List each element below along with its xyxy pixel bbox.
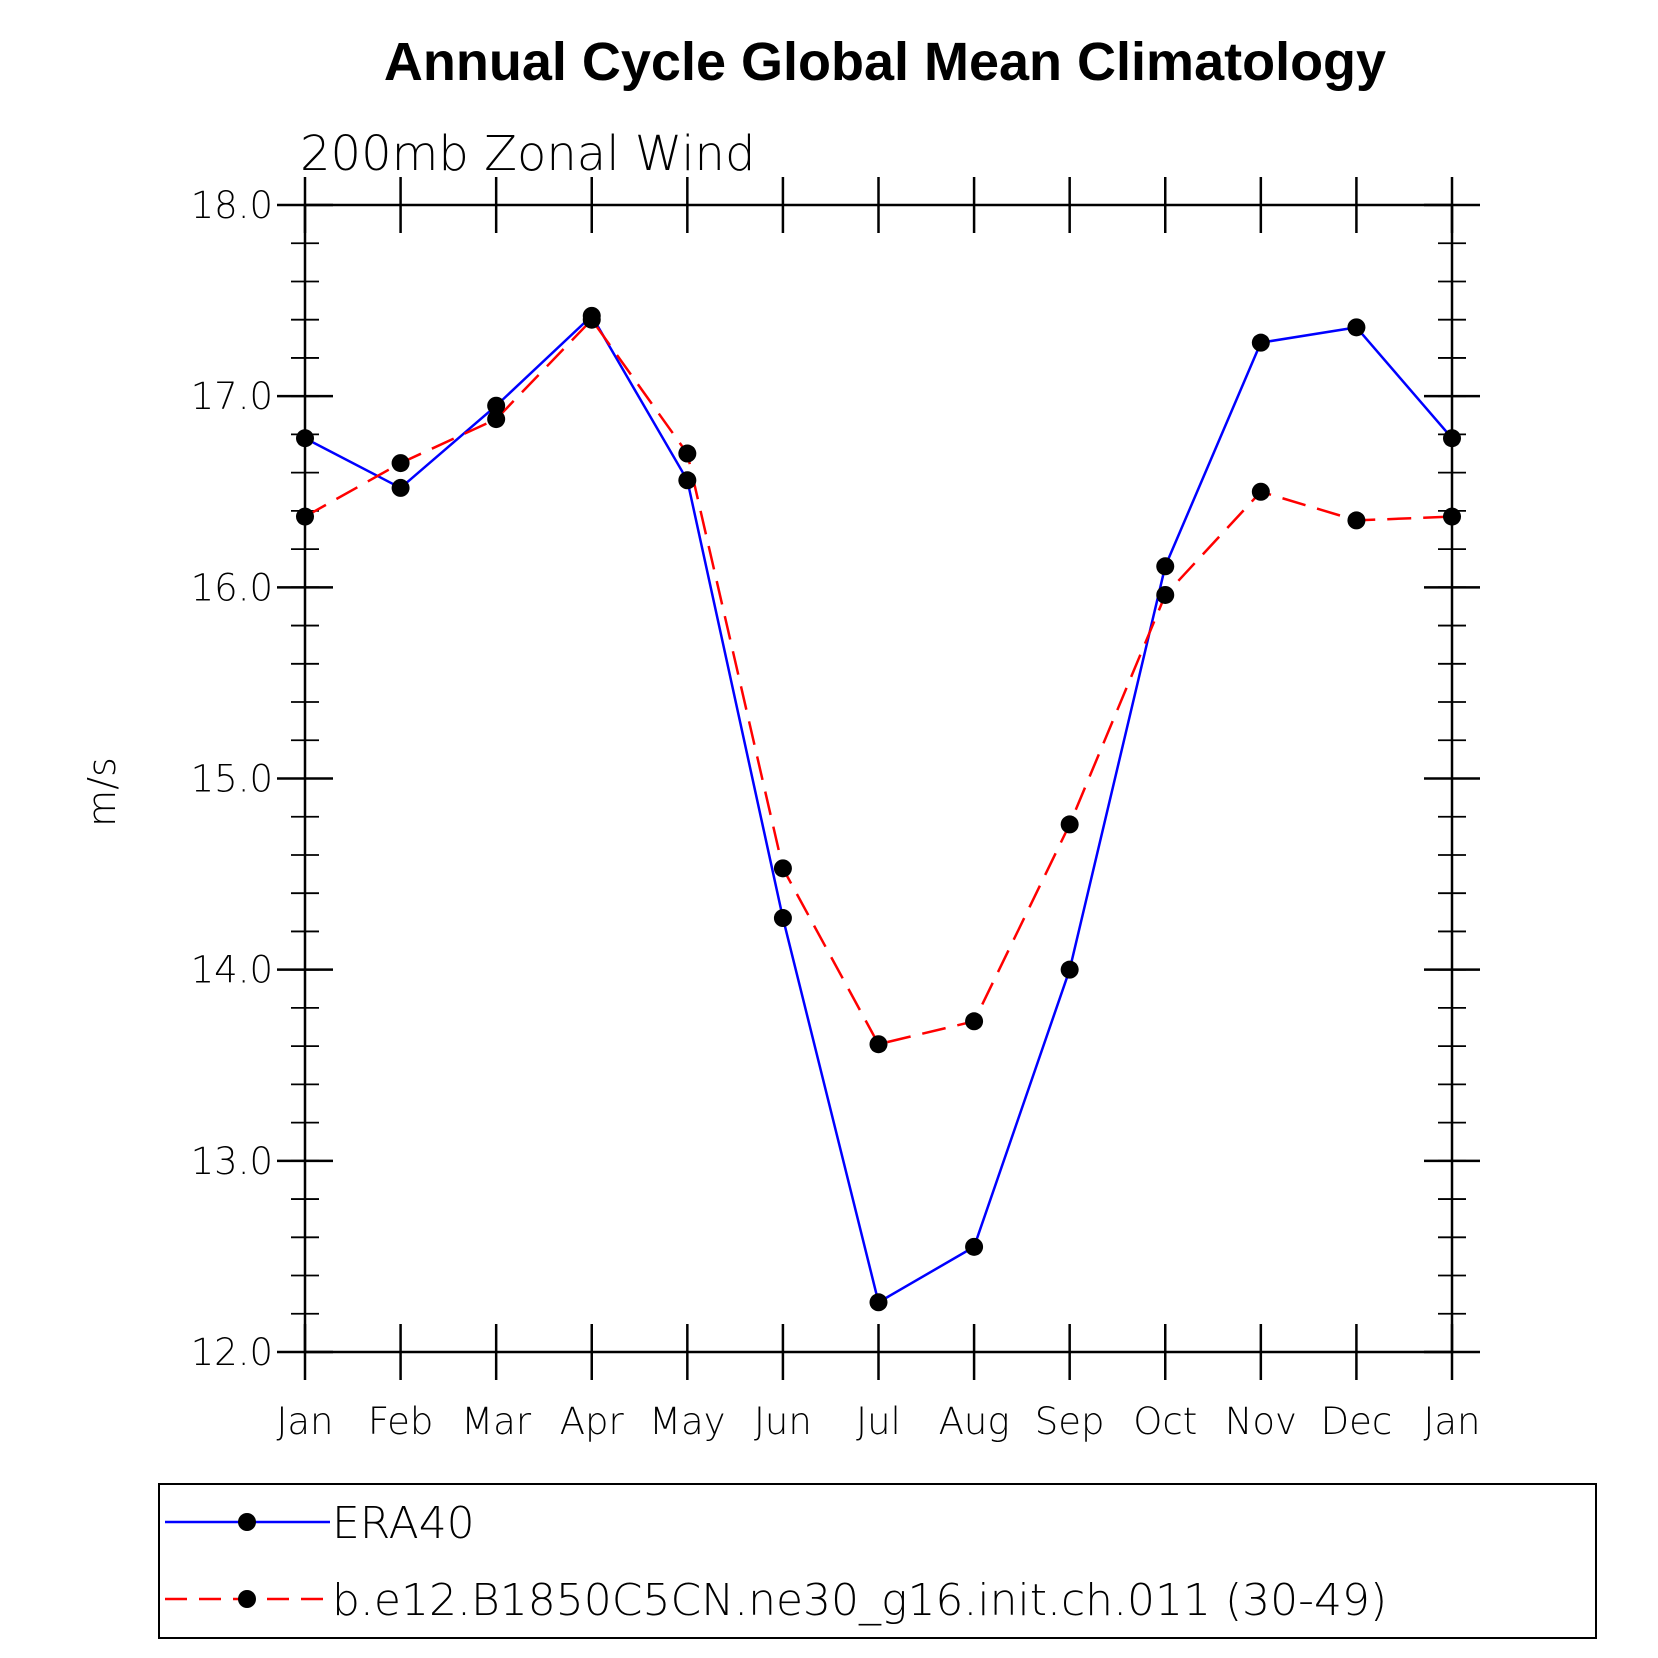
data-point: [1347, 511, 1366, 530]
data-point: [965, 1237, 984, 1256]
series-line: [304, 313, 1453, 1305]
x-tick-label: Jan: [1423, 1400, 1480, 1443]
x-axis-ticks: Jan Feb Mar Apr May Jun Jul Aug Sep Oct Nov Dec Jan: [276, 177, 1481, 1443]
data-point: [391, 478, 410, 497]
chart-title: Annual Cycle Global Mean Climatology: [384, 32, 1386, 92]
x-tick-label: Apr: [560, 1400, 625, 1443]
x-tick-label: Sep: [1035, 1400, 1105, 1443]
y-tick-label: 17.0: [191, 375, 273, 418]
data-point: [678, 444, 697, 463]
legend: ERA40 b.e12.B1850C5CN.ne30_g16.init.ch.01…: [158, 1483, 1597, 1639]
data-point: [487, 410, 506, 429]
data-point: [965, 1012, 984, 1031]
data-point: [1251, 333, 1270, 352]
x-tick-label: May: [649, 1400, 726, 1443]
data-point: [773, 859, 792, 878]
data-point: [1060, 815, 1079, 834]
x-tick-label: Aug: [939, 1400, 1010, 1443]
legend-marker: [238, 1590, 256, 1608]
x-tick-label: Mar: [461, 1400, 532, 1443]
x-tick-label: Feb: [368, 1400, 434, 1443]
y-axis-label: m/s: [80, 757, 124, 827]
data-point: [1251, 482, 1270, 501]
series-line: [304, 317, 1453, 1046]
data-point: [582, 310, 601, 329]
y-tick-label: 16.0: [191, 566, 273, 609]
data-point: [391, 454, 410, 473]
y-tick-label: 15.0: [191, 758, 273, 801]
data-point: [678, 471, 697, 490]
data-point: [1060, 960, 1079, 979]
y-tick-label: 13.0: [191, 1140, 273, 1183]
y-tick-label: 14.0: [191, 949, 273, 992]
series-layer: [296, 306, 1461, 1312]
y-tick-label: 12.0: [191, 1331, 273, 1374]
data-point: [487, 396, 506, 415]
y-axis-ticks: 12.0 13.0 14.0 15.0 16.0 17.0 18.0: [191, 184, 1480, 1374]
chart-subtitle: 200mb Zonal Wind: [300, 126, 755, 182]
x-tick-label: Jul: [856, 1400, 901, 1443]
data-point: [773, 909, 792, 928]
legend-marker: [238, 1513, 256, 1531]
x-tick-label: Oct: [1133, 1400, 1197, 1443]
plot-frame: [303, 203, 1454, 1354]
legend-box: [158, 1483, 1597, 1639]
x-tick-label: Nov: [1225, 1400, 1297, 1443]
x-tick-label: Jan: [276, 1400, 333, 1443]
x-tick-label: Jun: [754, 1400, 812, 1443]
data-point: [1156, 557, 1175, 576]
data-point: [869, 1293, 888, 1312]
data-point: [1347, 318, 1366, 337]
data-point: [1156, 585, 1175, 604]
legend-label: ERA40: [332, 1498, 475, 1549]
y-tick-label: 18.0: [191, 184, 273, 227]
data-point: [869, 1035, 888, 1054]
x-tick-label: Dec: [1321, 1400, 1393, 1443]
legend-label: b.e12.B1850C5CN.ne30_g16.init.ch.011 (30…: [332, 1575, 1387, 1626]
